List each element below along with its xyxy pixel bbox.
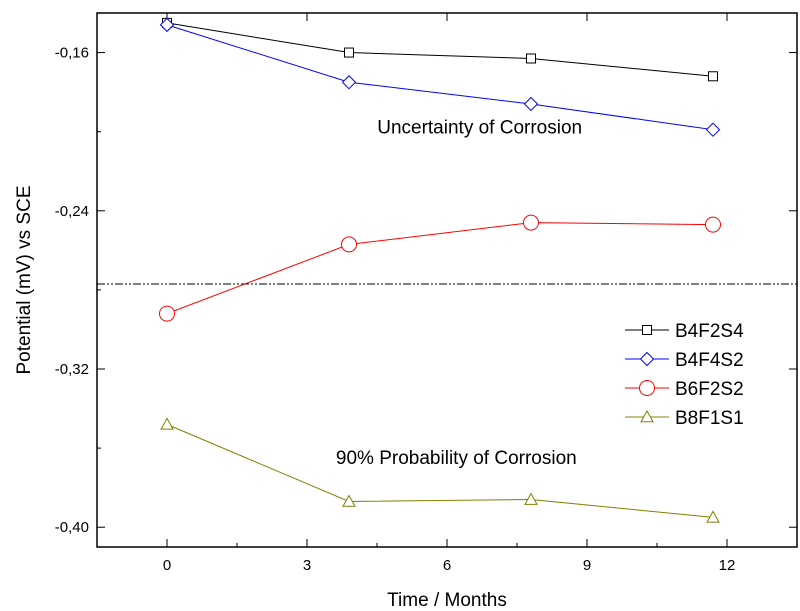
y-tick-label: -0,40 — [55, 519, 89, 536]
series-B8F1S1 — [160, 417, 720, 523]
legend-item-B4F2S4: B4F2S4 — [625, 321, 744, 342]
data-point — [705, 122, 721, 137]
data-point — [159, 305, 175, 322]
legend-label: B8F1S1 — [675, 408, 744, 429]
x-tick-label: 0 — [163, 557, 171, 574]
y-tick-label: -0,32 — [55, 361, 89, 378]
data-point — [640, 409, 654, 423]
x-tick-label: 12 — [719, 557, 736, 574]
y-ticks: -0,16 -0,24 -0,32 -0,40 — [55, 12, 797, 536]
x-tick-label: 3 — [303, 557, 311, 574]
legend-item-B6F2S2: B6F2S2 — [625, 379, 744, 400]
annotation-uncertainty: Uncertainty of Corrosion — [377, 118, 582, 139]
y-tick-label: -0,24 — [55, 203, 89, 220]
y-axis-label: Potential (mV) vs SCE — [14, 186, 35, 375]
series-line — [166, 22, 714, 77]
x-tick-label: 6 — [443, 557, 451, 574]
series-line — [166, 222, 714, 315]
data-point — [159, 17, 175, 33]
data-point — [523, 214, 539, 231]
data-point — [344, 47, 354, 58]
series-line — [166, 24, 714, 131]
series-line — [166, 423, 714, 518]
data-point — [705, 216, 721, 233]
data-point — [639, 351, 655, 367]
x-ticks: 0 3 6 9 12 — [96, 13, 798, 574]
series-B6F2S2 — [159, 214, 721, 322]
data-point — [341, 236, 357, 253]
data-point — [342, 494, 356, 507]
data-point — [706, 510, 720, 523]
legend: B4F2S4 B4F4S2 B6F2S2 B8F1S1 — [625, 321, 744, 429]
data-point — [523, 96, 539, 112]
legend-label: B6F2S2 — [675, 379, 744, 400]
data-point — [526, 53, 536, 64]
legend-item-B4F4S2: B4F4S2 — [625, 350, 744, 371]
legend-item-B8F1S1: B8F1S1 — [625, 408, 744, 429]
legend-label: B4F4S2 — [675, 350, 744, 371]
data-point — [524, 492, 538, 505]
x-axis-label: Time / Months — [387, 590, 507, 611]
data-point — [160, 417, 174, 430]
data-point — [708, 71, 718, 82]
y-tick-label: -0,16 — [55, 45, 89, 62]
legend-label: B4F2S4 — [675, 321, 744, 342]
x-tick-label: 9 — [583, 557, 591, 574]
annotation-probability: 90% Probability of Corrosion — [336, 448, 577, 469]
data-point — [639, 380, 655, 396]
data-point — [341, 75, 357, 90]
series-group — [159, 17, 721, 523]
data-point — [642, 325, 652, 335]
series-B4F4S2 — [159, 17, 721, 137]
